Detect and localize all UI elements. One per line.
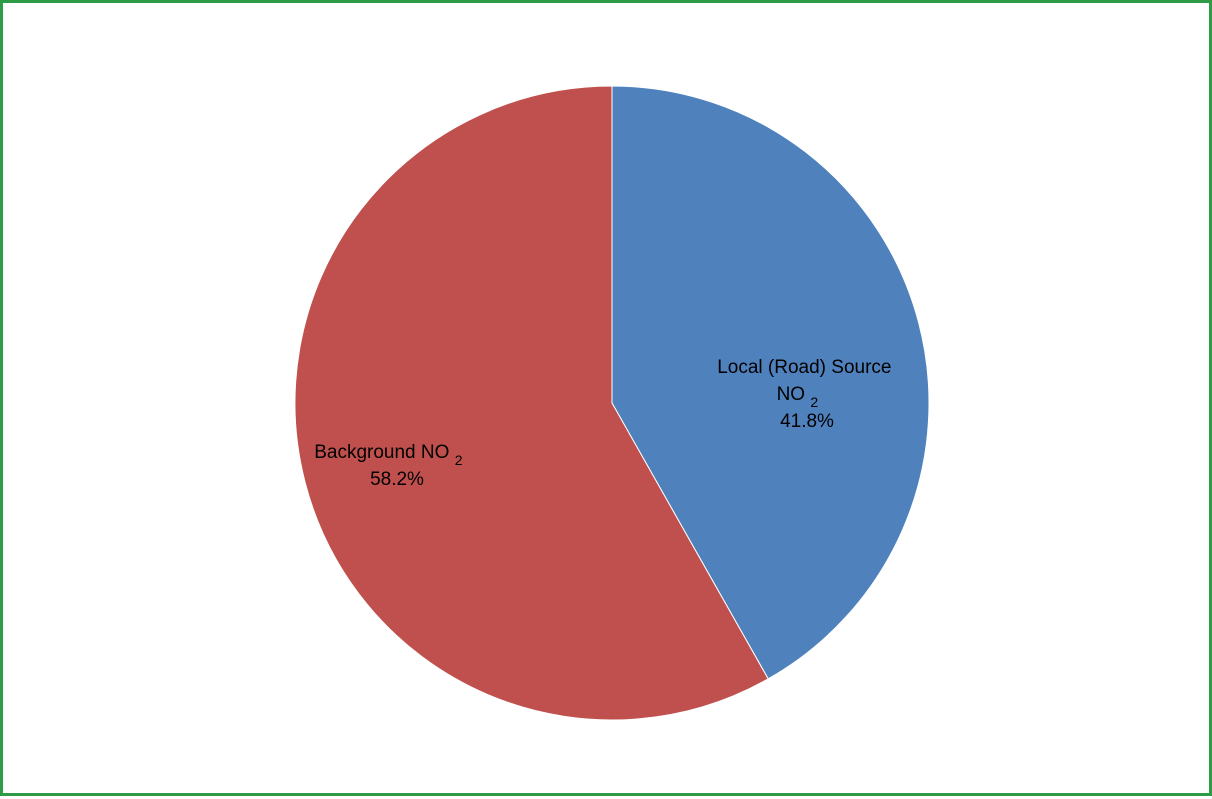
pie-slices xyxy=(294,85,930,721)
slice-label-local-line1: Local (Road) Source xyxy=(717,357,891,378)
slice-label-background: Background NO 2 58.2% xyxy=(314,442,468,490)
pie-slice-local-road-source xyxy=(611,85,930,680)
slice-label-local-road: Local (Road) Source NO 2 41.8% xyxy=(717,357,897,432)
slice-label-background-line1: Background NO xyxy=(314,442,449,463)
slice-value-background: 58.2% xyxy=(370,469,424,490)
pie-chart: Local (Road) Source NO 2 41.8% Backgroun… xyxy=(294,85,930,721)
slice-label-local-subscript: 2 xyxy=(810,394,818,410)
pie-slice-background xyxy=(294,85,769,721)
slice-label-local-line2: NO xyxy=(777,384,806,405)
pie-labels: Local (Road) Source NO 2 41.8% Backgroun… xyxy=(314,357,897,490)
slice-label-background-subscript: 2 xyxy=(455,452,463,468)
slice-value-local-road: 41.8% xyxy=(780,411,834,432)
